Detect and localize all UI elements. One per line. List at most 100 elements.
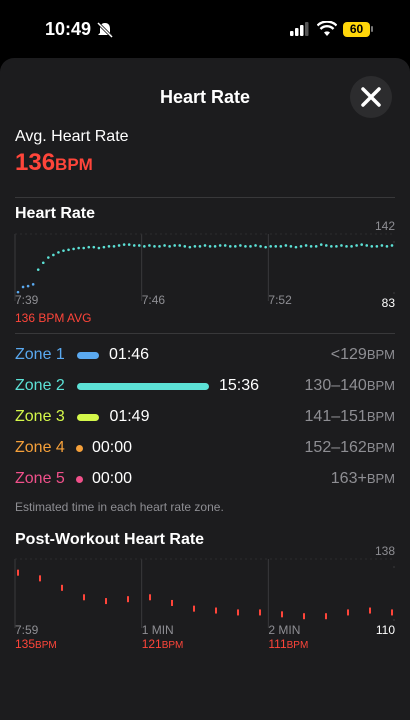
avg-value: 136BPM	[15, 149, 93, 177]
hr-dot	[137, 244, 141, 247]
hr-dot	[112, 245, 116, 248]
marker-value: 111BPM	[268, 637, 308, 651]
hr-dot	[26, 284, 30, 288]
hr-dot	[370, 245, 374, 248]
signal-icon	[290, 22, 309, 36]
divider	[15, 197, 395, 198]
hr-dot	[117, 244, 121, 247]
hr-dot	[294, 245, 298, 249]
hr-dot	[52, 253, 55, 257]
sheet-title: Heart Rate	[159, 87, 251, 107]
hr-dot	[355, 244, 358, 247]
hr-dot	[122, 243, 126, 246]
y-tick-label: 138	[375, 545, 395, 558]
hr-dot	[223, 244, 227, 247]
hr-dot	[284, 244, 288, 247]
zone-time: 01:49	[109, 408, 150, 425]
hr-dot	[188, 245, 192, 249]
hr-dot	[213, 245, 217, 248]
zones-note: Estimated time in each heart rate zone.	[15, 500, 224, 514]
zone-time: 15:36	[219, 377, 260, 394]
hr-dot	[269, 245, 273, 248]
hr-dot	[21, 285, 25, 289]
y-tick-label: 83	[382, 296, 396, 310]
hr-tick	[17, 569, 19, 576]
hr-dot	[228, 245, 232, 248]
hr-dot	[274, 245, 278, 248]
avg-label: Avg. Heart Rate	[15, 128, 129, 145]
hr-dot	[330, 245, 333, 248]
zone-time: 00:00	[92, 470, 133, 487]
zone-name: Zone 3	[15, 408, 65, 425]
zone-range-unit: BPM	[366, 347, 395, 362]
hr-dot	[183, 245, 187, 248]
hr-dot	[62, 249, 65, 252]
x-label: 7:46	[142, 293, 166, 307]
avg-number: 136	[15, 149, 56, 176]
hr-chart: 83 142 7:39 7:46 7:52 136 BPM AVG	[14, 220, 396, 325]
hr-dot	[41, 261, 45, 265]
zone-range-value: 152–162	[304, 439, 367, 456]
hr-tick	[61, 584, 63, 591]
hr-dot	[178, 244, 182, 247]
post-title: Post-Workout Heart Rate	[15, 531, 205, 548]
zone-bar	[77, 414, 100, 421]
zone-dot	[76, 445, 83, 452]
hr-dot	[132, 244, 136, 247]
hr-dot	[36, 268, 40, 271]
hr-tick	[237, 609, 239, 616]
hr-dot	[127, 243, 131, 246]
hr-dot	[319, 243, 323, 246]
close-button[interactable]	[350, 76, 392, 118]
hr-dot	[380, 244, 384, 247]
hr-dot	[168, 245, 171, 248]
hr-dot	[208, 245, 212, 248]
hr-dot	[249, 245, 252, 248]
zone-name: Zone 2	[15, 377, 65, 394]
hr-tick	[281, 611, 283, 618]
hr-tick	[303, 613, 305, 620]
hr-dot	[67, 248, 70, 252]
silent-icon	[96, 21, 114, 39]
hr-dot	[244, 245, 247, 248]
avg-label: 136 BPM AVG	[15, 311, 91, 325]
zone-dot	[76, 476, 83, 483]
hr-dot	[193, 245, 197, 248]
hr-dot	[309, 245, 313, 248]
zone-range-value: 141–151	[304, 408, 367, 425]
x-label: 7:39	[15, 293, 39, 307]
hr-dot	[345, 245, 348, 248]
x-label: 1 MIN	[142, 623, 174, 637]
hr-dot	[143, 245, 146, 248]
zone-range-value: <129	[330, 346, 367, 363]
zone-range-value: 163+	[330, 470, 367, 487]
hr-tick	[105, 598, 107, 605]
zone-name: Zone 1	[15, 346, 65, 363]
y-tick-label: 142	[375, 220, 395, 233]
hr-dot	[340, 244, 343, 247]
y-tick-label: 110	[376, 623, 395, 637]
zone-range: 163+BPM	[331, 470, 395, 488]
hr-dot	[158, 245, 161, 248]
hr-dot	[360, 243, 363, 246]
x-label: 7:52	[268, 293, 292, 307]
avg-unit: BPM	[55, 155, 93, 174]
hr-dot	[264, 245, 267, 249]
hr-dot	[16, 290, 20, 294]
hr-tick	[391, 609, 393, 616]
hr-dot	[304, 244, 308, 247]
hr-dot	[148, 244, 151, 247]
zone-range-value: 130–140	[304, 377, 367, 394]
hr-tick	[369, 607, 371, 614]
status-time: 10:49	[45, 19, 92, 39]
zone-range-unit: BPM	[366, 440, 395, 455]
close-icon	[361, 87, 381, 107]
hr-dot	[97, 246, 101, 250]
hr-tick	[259, 609, 261, 616]
x-label: 7:59	[15, 623, 39, 637]
hr-tick	[347, 609, 349, 616]
divider	[15, 333, 395, 334]
hr-dot	[254, 244, 257, 247]
